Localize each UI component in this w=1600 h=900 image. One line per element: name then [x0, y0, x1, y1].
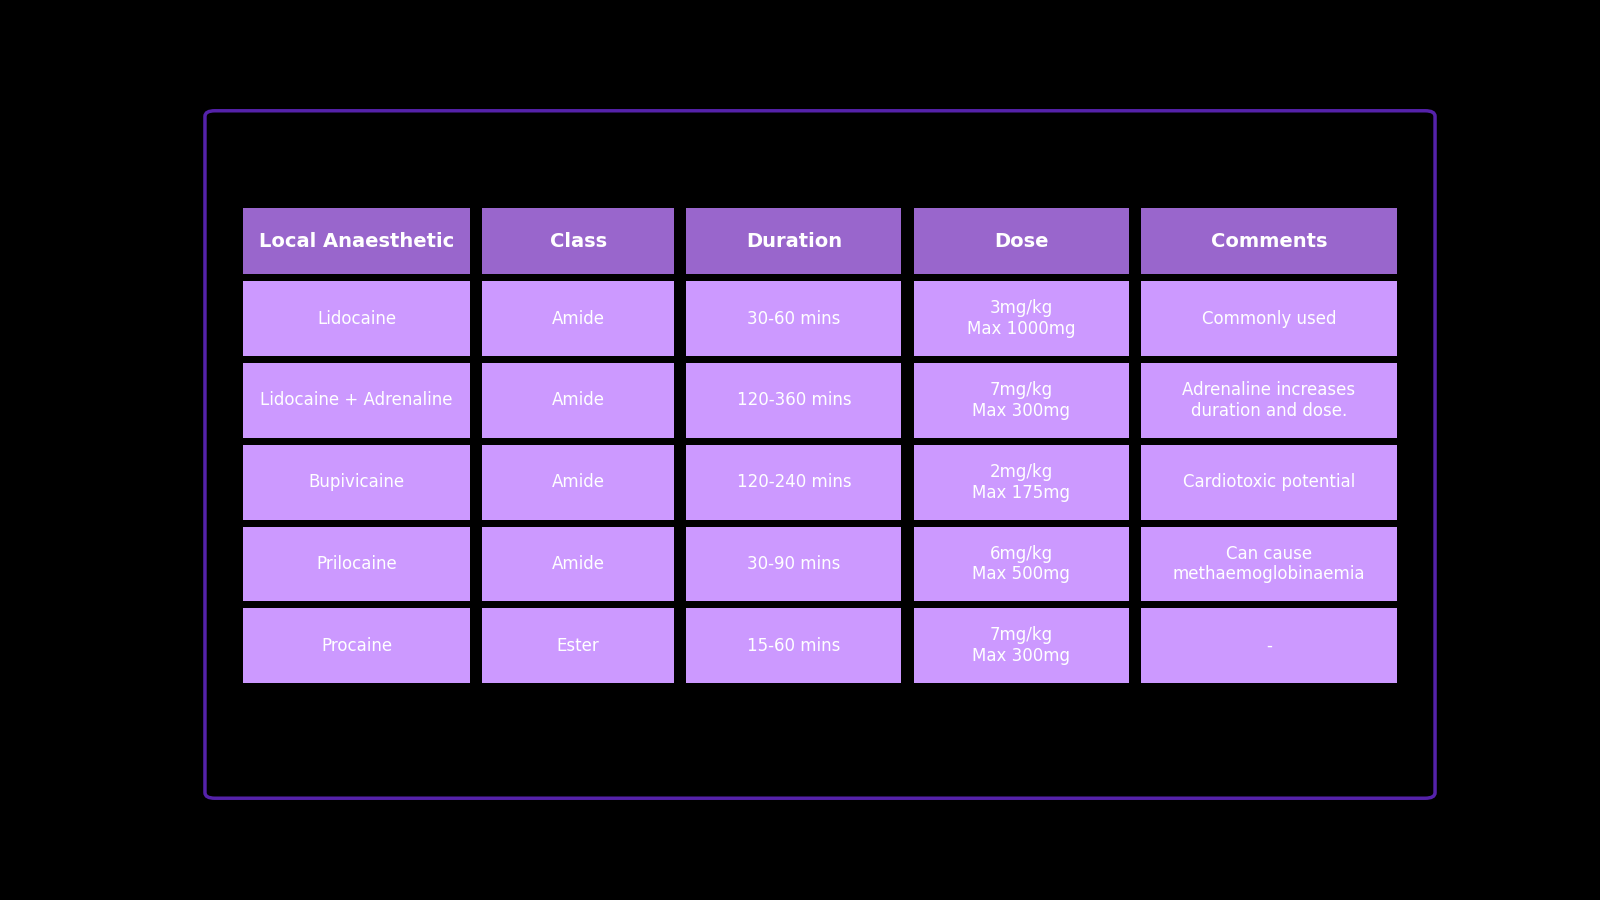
FancyBboxPatch shape	[686, 209, 901, 274]
FancyBboxPatch shape	[243, 608, 470, 683]
Text: Procaine: Procaine	[322, 637, 392, 655]
FancyBboxPatch shape	[914, 608, 1128, 683]
FancyBboxPatch shape	[243, 526, 470, 601]
Text: Bupivicaine: Bupivicaine	[309, 473, 405, 491]
Text: Cardiotoxic potential: Cardiotoxic potential	[1182, 473, 1355, 491]
FancyBboxPatch shape	[243, 363, 470, 438]
Text: 120-360 mins: 120-360 mins	[736, 392, 851, 410]
FancyBboxPatch shape	[914, 281, 1128, 356]
Text: 3mg/kg
Max 1000mg: 3mg/kg Max 1000mg	[966, 300, 1075, 338]
FancyBboxPatch shape	[686, 608, 901, 683]
Text: Lidocaine + Adrenaline: Lidocaine + Adrenaline	[261, 392, 453, 410]
Text: Ester: Ester	[557, 637, 600, 655]
FancyBboxPatch shape	[686, 363, 901, 438]
FancyBboxPatch shape	[1141, 281, 1397, 356]
Text: -: -	[1266, 637, 1272, 655]
Text: Adrenaline increases
duration and dose.: Adrenaline increases duration and dose.	[1182, 381, 1355, 419]
FancyBboxPatch shape	[914, 526, 1128, 601]
Text: Lidocaine: Lidocaine	[317, 310, 397, 328]
Text: Prilocaine: Prilocaine	[317, 555, 397, 573]
FancyBboxPatch shape	[482, 445, 674, 519]
Text: Class: Class	[550, 232, 606, 251]
Text: 6mg/kg
Max 500mg: 6mg/kg Max 500mg	[973, 544, 1070, 583]
Text: Local Anaesthetic: Local Anaesthetic	[259, 232, 454, 251]
FancyBboxPatch shape	[686, 526, 901, 601]
Text: Duration: Duration	[746, 232, 842, 251]
FancyBboxPatch shape	[1141, 209, 1397, 274]
FancyBboxPatch shape	[1141, 526, 1397, 601]
Text: 30-90 mins: 30-90 mins	[747, 555, 840, 573]
FancyBboxPatch shape	[482, 209, 674, 274]
FancyBboxPatch shape	[482, 363, 674, 438]
FancyBboxPatch shape	[205, 111, 1435, 798]
Text: 30-60 mins: 30-60 mins	[747, 310, 840, 328]
Text: 7mg/kg
Max 300mg: 7mg/kg Max 300mg	[973, 381, 1070, 419]
FancyBboxPatch shape	[914, 209, 1128, 274]
FancyBboxPatch shape	[686, 281, 901, 356]
Text: 2mg/kg
Max 175mg: 2mg/kg Max 175mg	[973, 463, 1070, 501]
Text: Comments: Comments	[1211, 232, 1326, 251]
Text: Amide: Amide	[552, 473, 605, 491]
Text: 7mg/kg
Max 300mg: 7mg/kg Max 300mg	[973, 626, 1070, 665]
FancyBboxPatch shape	[482, 608, 674, 683]
Text: Dose: Dose	[994, 232, 1048, 251]
Text: Commonly used: Commonly used	[1202, 310, 1336, 328]
FancyBboxPatch shape	[686, 445, 901, 519]
Text: Amide: Amide	[552, 310, 605, 328]
FancyBboxPatch shape	[243, 281, 470, 356]
FancyBboxPatch shape	[1141, 445, 1397, 519]
Text: Amide: Amide	[552, 555, 605, 573]
FancyBboxPatch shape	[914, 363, 1128, 438]
FancyBboxPatch shape	[914, 445, 1128, 519]
Text: 🧑‍🦺: 🧑‍🦺	[798, 143, 842, 177]
FancyBboxPatch shape	[482, 526, 674, 601]
FancyBboxPatch shape	[243, 209, 470, 274]
FancyBboxPatch shape	[1141, 608, 1397, 683]
Text: Amide: Amide	[552, 392, 605, 410]
FancyBboxPatch shape	[243, 445, 470, 519]
Text: 120-240 mins: 120-240 mins	[736, 473, 851, 491]
Text: 15-60 mins: 15-60 mins	[747, 637, 840, 655]
Text: Can cause
methaemoglobinaemia: Can cause methaemoglobinaemia	[1173, 544, 1365, 583]
FancyBboxPatch shape	[482, 281, 674, 356]
FancyBboxPatch shape	[1141, 363, 1397, 438]
